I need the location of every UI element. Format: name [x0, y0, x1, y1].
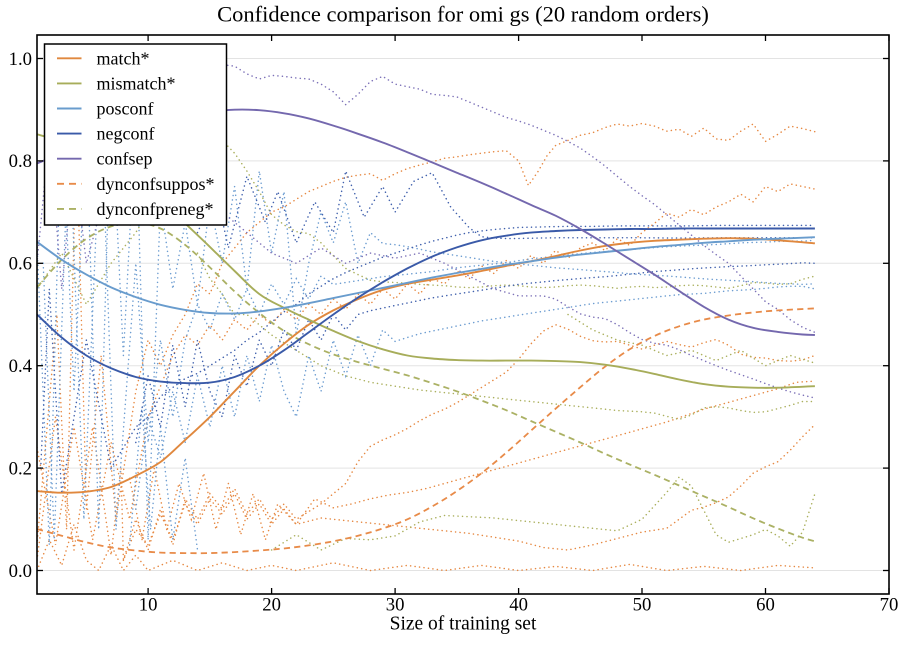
svg-text:dynconfpreneg*: dynconfpreneg*	[97, 199, 214, 219]
svg-text:dynconfsuppos*: dynconfsuppos*	[97, 174, 215, 194]
svg-text:1.0: 1.0	[9, 49, 32, 70]
svg-text:Size of training set: Size of training set	[390, 614, 537, 635]
svg-text:0.4: 0.4	[9, 356, 33, 377]
svg-text:50: 50	[633, 595, 652, 616]
svg-text:match*: match*	[97, 48, 150, 68]
svg-text:20: 20	[262, 595, 281, 616]
svg-text:confsep: confsep	[97, 149, 153, 169]
svg-text:posconf: posconf	[97, 99, 154, 119]
svg-text:30: 30	[386, 595, 405, 616]
svg-text:0.6: 0.6	[9, 254, 32, 275]
svg-text:0.0: 0.0	[9, 561, 32, 582]
svg-text:mismatch*: mismatch*	[97, 73, 176, 93]
svg-text:70: 70	[880, 595, 899, 616]
svg-text:negconf: negconf	[97, 124, 155, 144]
svg-text:10: 10	[139, 595, 158, 616]
svg-text:0.2: 0.2	[9, 458, 32, 479]
svg-text:Confidence comparison for omi: Confidence comparison for omi gs (20 ran…	[217, 2, 709, 27]
svg-text:40: 40	[509, 595, 528, 616]
svg-text:60: 60	[756, 595, 775, 616]
svg-text:0.8: 0.8	[9, 151, 32, 172]
